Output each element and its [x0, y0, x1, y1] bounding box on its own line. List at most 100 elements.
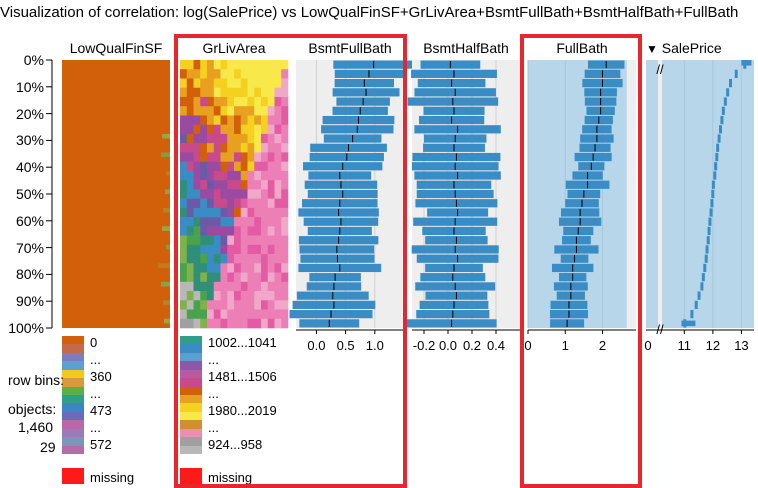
grliv-heatmap-cell [261, 170, 269, 181]
grliv-heatmap-cell [200, 69, 208, 79]
grliv-heatmap-cell [254, 60, 262, 70]
objects-label: objects: [8, 401, 57, 417]
grliv-heatmap-cell [281, 291, 289, 301]
grliv-heatmap-cell [200, 254, 208, 264]
saleprice-tick-label: 11 [678, 338, 692, 353]
grliv-legend-label: ... [208, 420, 219, 435]
grliv-heatmap-cell [200, 133, 208, 144]
grliv-heatmap-cell [207, 115, 215, 125]
lowqual-legend-swatch [62, 369, 84, 379]
column-header-grlivarea[interactable]: GrLivArea [202, 40, 266, 56]
grliv-heatmap-cell [281, 207, 289, 218]
grliv-heatmap-cell [261, 96, 269, 107]
grliv-heatmap-cell [274, 96, 282, 107]
column-header-saleprice[interactable]: ▼ SalePrice [646, 40, 754, 56]
grliv-legend-swatch [180, 386, 202, 396]
lowqual-missing-label: missing [90, 470, 135, 485]
grliv-heatmap-cell [193, 263, 201, 273]
grliv-heatmap-cell [234, 180, 242, 190]
grliv-legend-label: 924...958 [208, 437, 263, 452]
grliv-heatmap-cell [180, 143, 188, 153]
grliv-heatmap-cell [274, 254, 282, 264]
grliv-heatmap-cell [200, 78, 208, 89]
grliv-heatmap-cell [281, 198, 289, 209]
lowqual-legend-swatch [62, 361, 84, 371]
grliv-legend-label: 1002...1041 [208, 335, 277, 350]
lowqual-bin-mark [163, 300, 170, 305]
grliv-heatmap-cell [281, 60, 289, 70]
column-header-bsmtfullbath[interactable]: BsmtFullBath [308, 40, 392, 56]
grliv-heatmap-cell [267, 226, 275, 236]
grliv-heatmap-cell [281, 189, 289, 199]
grliv-heatmap-cell [186, 281, 194, 292]
grliv-heatmap-cell [220, 69, 228, 79]
grliv-heatmap-cell [186, 124, 194, 135]
grliv-heatmap-cell [247, 106, 255, 116]
column-header-fullbath[interactable]: FullBath [556, 40, 608, 56]
column-header-bsmthalfbath[interactable]: BsmtHalfBath [423, 40, 509, 56]
grliv-legend-swatch [180, 336, 202, 345]
grliv-heatmap-cell [234, 272, 242, 283]
grliv-heatmap-cell [281, 115, 289, 125]
grliv-heatmap-cell [180, 235, 188, 246]
grliv-heatmap-cell [274, 272, 282, 283]
grliv-heatmap-cell [267, 133, 275, 144]
grliv-heatmap-cell [207, 263, 215, 273]
grliv-heatmap-cell [247, 291, 255, 301]
bsmthalf-tick-label: -0.2 [413, 338, 435, 353]
grliv-heatmap-cell [281, 180, 289, 190]
grliv-heatmap-cell [193, 87, 201, 98]
grliv-heatmap-cell [267, 318, 275, 329]
grliv-heatmap-cell [281, 244, 289, 255]
grliv-heatmap-cell [213, 207, 221, 218]
grliv-heatmap-cell [186, 87, 194, 98]
grliv-heatmap-cell [207, 69, 215, 79]
grliv-heatmap-cell [220, 217, 228, 227]
grliv-heatmap-cell [220, 226, 228, 236]
grliv-legend-swatch [180, 344, 202, 354]
grliv-heatmap-cell [274, 161, 282, 172]
column-header-lowqualfinsf[interactable]: LowQualFinSF [69, 40, 163, 56]
grliv-heatmap-cell [281, 143, 289, 153]
grliv-heatmap-cell [254, 106, 262, 116]
grliv-heatmap-cell [227, 124, 235, 135]
grliv-heatmap-cell [274, 106, 282, 116]
grliv-heatmap-cell [240, 180, 248, 190]
saleprice-bar [700, 282, 704, 291]
chart-title: Visualization of correlation: log(SalePr… [0, 4, 739, 21]
grliv-heatmap-cell [186, 309, 194, 320]
saleprice-bar [723, 97, 727, 106]
grliv-heatmap-cell [186, 161, 194, 172]
grliv-heatmap-cell [274, 60, 282, 70]
grliv-heatmap-cell [247, 318, 255, 329]
grliv-heatmap-cell [220, 318, 228, 329]
grliv-legend-swatch [180, 395, 202, 404]
grliv-heatmap-cell [267, 254, 275, 264]
grliv-heatmap-cell [200, 198, 208, 209]
grliv-heatmap-cell [254, 254, 262, 264]
grliv-heatmap-cell [200, 180, 208, 190]
grliv-heatmap-cell [274, 291, 282, 301]
grliv-heatmap-cell [193, 180, 201, 190]
grliv-heatmap-cell [213, 161, 221, 172]
grliv-heatmap-cell [261, 152, 269, 162]
grliv-heatmap-cell [281, 281, 289, 292]
grliv-heatmap-cell [180, 96, 188, 107]
grliv-heatmap-cell [200, 244, 208, 255]
grliv-heatmap-cell [193, 133, 201, 144]
grliv-heatmap-cell [213, 309, 221, 320]
y-tick-label: 90% [15, 293, 44, 310]
grliv-heatmap-cell [247, 96, 255, 107]
lowqual-column-fill [62, 60, 170, 328]
grliv-heatmap-cell [200, 124, 208, 135]
grliv-heatmap-cell [247, 161, 255, 172]
grliv-heatmap-cell [227, 291, 235, 301]
grliv-heatmap-cell [234, 96, 242, 107]
grliv-heatmap-cell [213, 189, 221, 199]
grliv-heatmap-cell [247, 78, 255, 89]
grliv-heatmap-cell [274, 152, 282, 162]
grliv-heatmap-cell [193, 152, 201, 162]
grliv-heatmap-cell [220, 143, 228, 153]
grliv-heatmap-cell [180, 115, 188, 125]
grliv-heatmap-cell [186, 115, 194, 125]
